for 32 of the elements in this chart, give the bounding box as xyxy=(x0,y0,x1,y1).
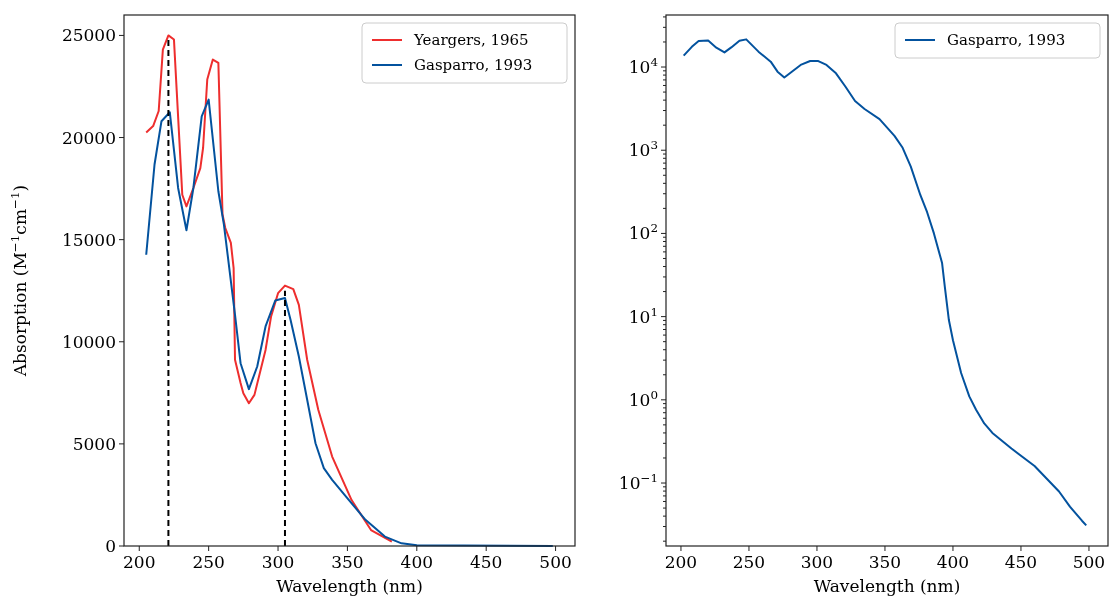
y-tick-label: 15000 xyxy=(61,229,116,250)
legend-label: Gasparro, 1993 xyxy=(414,56,533,74)
y-tick-label: 5000 xyxy=(72,433,116,454)
line-series xyxy=(145,34,393,543)
x-tick-label: 250 xyxy=(192,552,225,572)
x-tick-label: 350 xyxy=(868,552,902,572)
y-tick-label: 10$^{−1}$ xyxy=(618,471,658,494)
y-tick-label: 0 xyxy=(105,536,116,556)
x-tick-label: 400 xyxy=(400,552,434,572)
x-tick-label: 200 xyxy=(123,552,156,572)
y-tick-label: 20000 xyxy=(61,127,116,148)
x-tick-label: 500 xyxy=(1072,552,1106,572)
x-tick-label: 450 xyxy=(1004,552,1038,572)
y-tick-label: 10$^{2}$ xyxy=(628,221,658,244)
legend-label: Gasparro, 1993 xyxy=(947,31,1066,49)
x-tick-label: 500 xyxy=(539,552,572,572)
x-tick-label: 400 xyxy=(936,552,970,572)
y-tick-label: 10$^{4}$ xyxy=(628,55,658,78)
y-tick-label: 10$^{1}$ xyxy=(628,304,658,327)
y-tick-label: 10000 xyxy=(61,331,116,352)
x-axis-title: Wavelength (nm) xyxy=(813,576,961,596)
x-tick-label: 250 xyxy=(732,552,766,572)
x-tick-label: 450 xyxy=(469,552,503,572)
y-tick-label: 25000 xyxy=(61,25,116,46)
x-tick-label: 350 xyxy=(331,552,364,572)
x-axis-title: Wavelength (nm) xyxy=(276,576,423,596)
y-tick-label: 10$^{0}$ xyxy=(628,387,658,410)
x-tick-label: 200 xyxy=(664,552,698,572)
x-tick-label: 300 xyxy=(261,552,295,572)
legend-label: Yeargers, 1965 xyxy=(413,31,529,49)
y-tick-label: 10$^{3}$ xyxy=(628,138,658,161)
x-tick-label: 300 xyxy=(800,552,834,572)
